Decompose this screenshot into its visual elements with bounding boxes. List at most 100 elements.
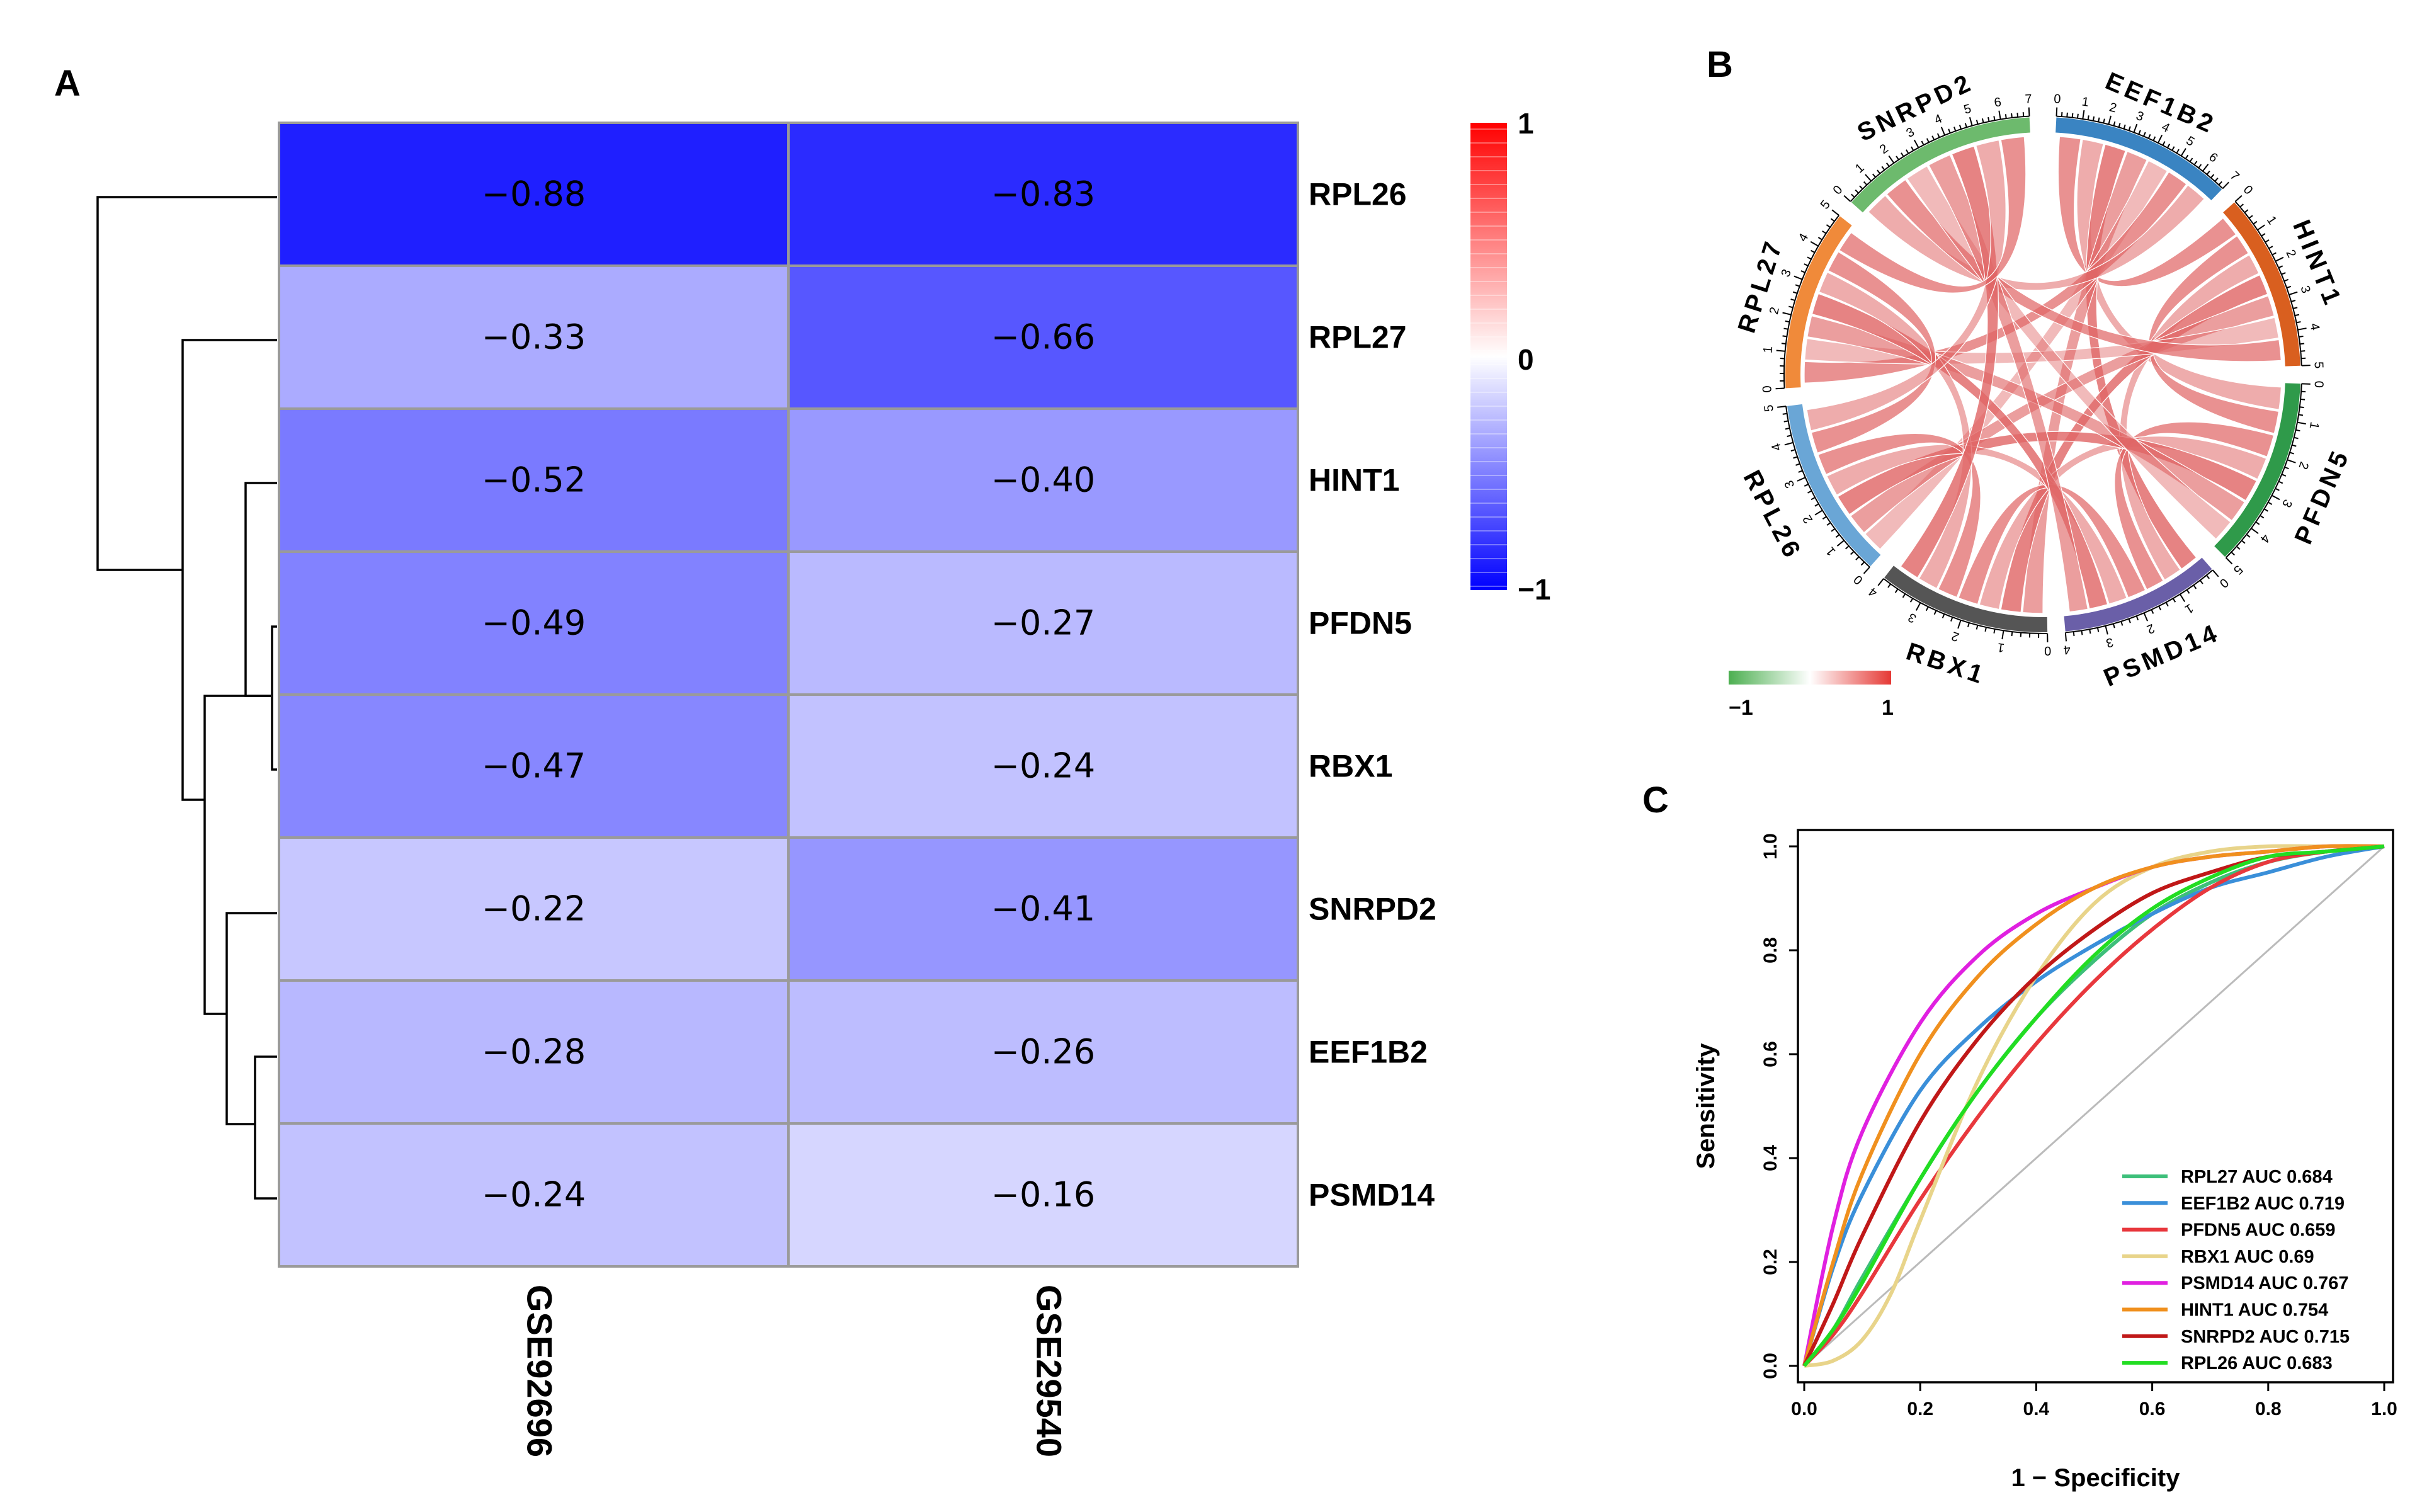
- heatmap-cell-value: −0.41: [991, 889, 1095, 929]
- roc-legend-label: RPL26 AUC 0.683: [2181, 1353, 2333, 1373]
- heatmap-cell: [787, 550, 1299, 696]
- chord-axis-tick: [1933, 610, 1937, 615]
- chord-axis-tick: [2290, 300, 2296, 302]
- chord-axis-tick: [1788, 305, 1794, 309]
- heatmap-cell-value: −0.66: [991, 317, 1095, 357]
- chord-axis-tick: [2172, 598, 2176, 603]
- chord-link: [1806, 139, 2006, 431]
- chord-axis-tick: [1798, 470, 1803, 473]
- chord-tick-label: 4: [2063, 642, 2071, 657]
- chord-axis-tick: [1797, 477, 1806, 482]
- chord-tick-label: 2: [1800, 513, 1816, 526]
- chord-tick-label: 5: [2312, 361, 2326, 369]
- chord-axis-tick: [2089, 629, 2091, 634]
- roc-x-tick-label: 0.0: [1791, 1399, 1817, 1419]
- roc-diagonal: [1803, 845, 2385, 1367]
- chord-axis-tick: [1969, 117, 1973, 126]
- chord-axis-tick: [1964, 123, 1967, 128]
- chord-axis-tick: [1855, 556, 1860, 560]
- chord-tick-label: 0: [1831, 183, 1846, 197]
- chord-axis-tick: [2001, 630, 2004, 640]
- heatmap-cell: [787, 693, 1299, 839]
- chord-tick-label: 3: [2105, 635, 2115, 650]
- chord-axis-tick: [2143, 132, 2146, 137]
- chord-link: [2114, 421, 2275, 590]
- heatmap-row-label: HINT1: [1309, 463, 1399, 498]
- heatmap-row-label: PFDN5: [1309, 606, 1412, 641]
- dendrogram-branch: [225, 912, 277, 1125]
- chord-axis-tick: [2199, 579, 2203, 584]
- chord-tick-label: 1: [1996, 640, 2005, 654]
- roc-legend-label: SNRPD2 AUC 0.715: [2181, 1327, 2350, 1347]
- dendrogram-branch: [254, 1055, 277, 1200]
- chord-axis-tick: [1826, 224, 1831, 228]
- chord-axis-tick: [2231, 552, 2235, 556]
- chord-axis-tick: [2248, 215, 2253, 219]
- chord-axis-tick: [2071, 113, 2074, 118]
- panel-label-b: B: [1707, 44, 1733, 85]
- heatmap-cell-value: −0.24: [991, 746, 1095, 786]
- chord-axis-tick: [2162, 141, 2166, 146]
- heatmap-cell: [787, 407, 1299, 553]
- chord-axis-tick: [1787, 435, 1792, 437]
- heatmap-cell-value: −0.40: [991, 460, 1095, 500]
- chord-axis-tick: [2176, 149, 2180, 154]
- chord-axis-tick: [1811, 249, 1816, 253]
- chord-axis-tick: [2293, 307, 2298, 309]
- chord-axis-tick: [2082, 110, 2085, 120]
- roc-legend-label: EEF1B2 AUC 0.719: [2181, 1193, 2345, 1214]
- heatmap-cell: [278, 122, 790, 267]
- roc-plot-frame: [1797, 829, 2394, 1384]
- chord-axis-tick: [1863, 566, 1870, 574]
- chord-axis-tick: [2198, 164, 2202, 169]
- chord-axis-tick: [2147, 134, 2151, 139]
- roc-legend-label: PSMD14 AUC 0.767: [2181, 1273, 2348, 1293]
- chord-tick-label: 1: [2081, 94, 2089, 109]
- chord-axis-line: [1785, 406, 1870, 568]
- chord-axis-tick: [1831, 209, 1839, 216]
- chord-axis-tick: [1901, 152, 1904, 157]
- chord-axis-tick: [1976, 120, 1979, 125]
- chord-axis-tick: [2251, 528, 2259, 535]
- chord-axis-tick: [1987, 117, 1990, 122]
- chord-tick-label: 4: [1933, 111, 1945, 127]
- heatmap-cell-value: −0.88: [482, 174, 586, 214]
- chord-axis-tick: [1872, 173, 1877, 178]
- chord-tick-label: 0: [2241, 183, 2256, 197]
- chord-axis-tick: [1909, 598, 1914, 603]
- chord-axis-tick: [1957, 620, 1962, 629]
- chord-axis-tick: [2152, 136, 2156, 141]
- chord-axis-tick: [1926, 138, 1930, 143]
- heatmap-cell: [787, 264, 1299, 410]
- chord-tick-label: 2: [2295, 460, 2311, 471]
- chord-axis-tick: [1896, 156, 1899, 161]
- chord-axis-tick: [2300, 398, 2305, 401]
- chord-axis-tick: [1817, 237, 1822, 241]
- chord-axis-tick: [1850, 550, 1855, 555]
- chord-axis-tick: [1967, 622, 1970, 627]
- chord-axis-tick: [1925, 606, 1929, 611]
- chord-axis-tick: [1804, 263, 1809, 266]
- heatmap-row-label: RPL26: [1309, 177, 1407, 212]
- chord-axis-tick: [2284, 466, 2289, 470]
- chord-axis-tick: [2098, 117, 2100, 122]
- chord-axis-tick: [2133, 123, 2138, 133]
- chord-axis-tick: [1902, 593, 1906, 598]
- heatmap-row-label: PSMD14: [1309, 1178, 1435, 1213]
- heatmap-cell-value: −0.26: [991, 1032, 1095, 1072]
- chord-axis-tick: [2112, 623, 2115, 628]
- chord-link: [1850, 295, 2275, 533]
- chord-axis-tick: [2120, 621, 2124, 626]
- chord-axis-tick: [1859, 185, 1863, 190]
- chord-axis-tick: [1814, 503, 1819, 507]
- chord-tick-label: 6: [2206, 150, 2220, 165]
- chord-axis-tick: [2214, 178, 2219, 182]
- dendrogram-branch: [181, 339, 277, 801]
- chord-axis-tick: [2283, 278, 2289, 282]
- roc-y-axis-label: Sensitivity: [1692, 1043, 1720, 1169]
- chord-tick-label: 0: [1851, 572, 1865, 588]
- heatmap-cell-value: −0.16: [991, 1175, 1095, 1215]
- chord-axis-tick: [1940, 127, 1946, 136]
- chord-axis-tick: [2275, 487, 2280, 491]
- chord-sector-arc: [1851, 117, 2030, 213]
